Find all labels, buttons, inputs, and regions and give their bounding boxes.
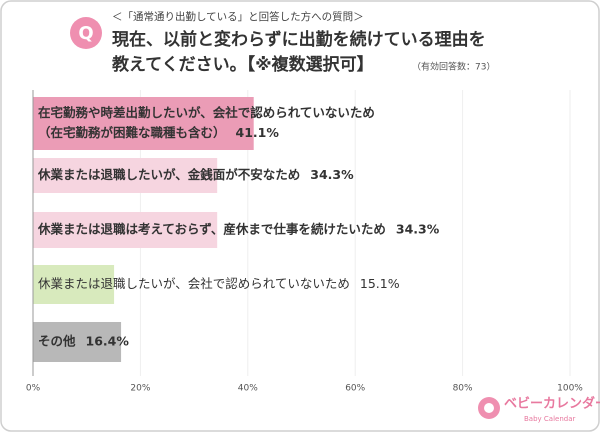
- value-label: 34.3%: [310, 167, 354, 182]
- bar: [33, 322, 122, 362]
- badge: [70, 17, 102, 49]
- title-line: 教えてください。【※複数選択可】: [111, 54, 374, 75]
- x-tick-label: 0%: [26, 384, 41, 394]
- note: （有効回答数：73）: [412, 61, 495, 73]
- bar: [33, 212, 218, 248]
- bar-label: （在宅勤務が困難な職種も含む）: [38, 125, 226, 140]
- bar: [33, 97, 254, 150]
- logo-name: ベビーカレンダー: [504, 396, 600, 412]
- bar-label: 休業または退職は考えておらず、産休まで仕事を続けたいため: [37, 222, 386, 237]
- logo-sub: Baby Calendar: [524, 415, 576, 423]
- bar: [33, 265, 115, 304]
- x-tick-label: 100%: [557, 384, 583, 394]
- bar-label: 在宅勤務や時差出勤したいが、会社で認められていないため: [38, 105, 375, 120]
- bar-label: 休業または退職したいが、会社で認められていないため: [38, 276, 350, 291]
- bar-label: その他: [38, 334, 76, 349]
- x-tick-label: 20%: [130, 384, 150, 394]
- bar: [33, 158, 218, 193]
- value-label: 15.1%: [360, 276, 400, 291]
- logo-icon-inner: [484, 403, 494, 413]
- subtitle: ＜「通常通り出勤している」と回答した方への質問＞: [112, 10, 364, 23]
- x-tick-label: 80%: [453, 384, 473, 394]
- x-tick-label: 40%: [238, 384, 258, 394]
- value-label: 41.1%: [236, 125, 280, 140]
- badge-text: Q: [78, 23, 93, 44]
- x-tick-label: 60%: [345, 384, 365, 394]
- title-line: 現在、以前と変わらずに出勤を続けている理由を: [112, 29, 486, 50]
- bar-label: 休業または退職したいが、金銭面が不安なため: [37, 167, 300, 182]
- value-label: 16.4%: [86, 334, 130, 349]
- value-label: 34.3%: [396, 222, 440, 237]
